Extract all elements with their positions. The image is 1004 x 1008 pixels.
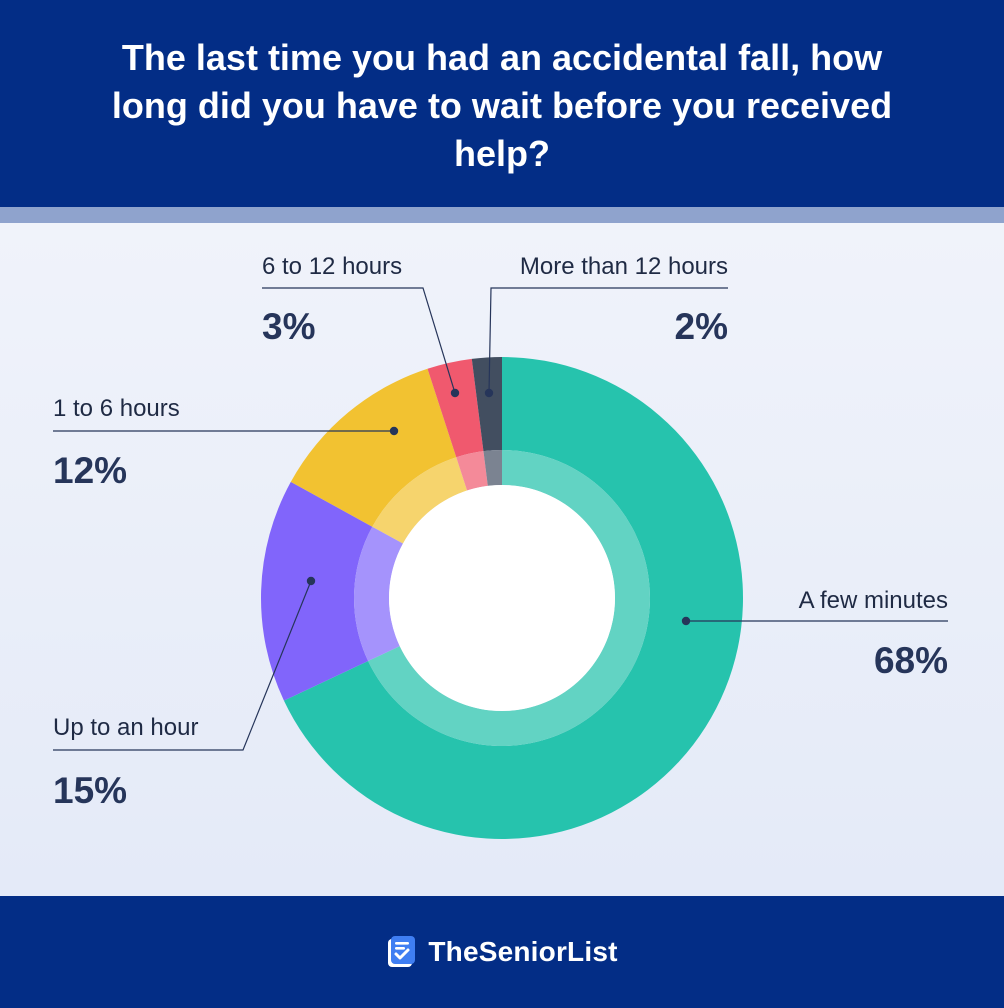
slice-inner-band-1-to-6-hours (372, 457, 468, 544)
slice-up-to-an-hour (261, 481, 373, 701)
slice-value-1-to-6-hours: 12% (53, 450, 127, 491)
slices-layer (261, 357, 743, 839)
chart-area: A few minutes 68% Up to an hour 15% 1 to 6 h… (0, 223, 1004, 896)
slice-value-more-than-12-hours: 2% (675, 306, 728, 347)
slice-a-few-minutes (283, 357, 743, 839)
leader-line-up-to-an-hour (53, 580, 312, 751)
brand-name: TheSeniorList (428, 936, 618, 967)
leader-dot-more-than-12-hours (484, 388, 494, 398)
donut-hole (389, 485, 615, 711)
slice-label-more-than-12-hours: More than 12 hours (520, 253, 728, 280)
slice-value-up-to-an-hour: 15% (53, 770, 127, 811)
leader-dot-1-to-6-hours (389, 426, 399, 436)
brand[interactable]: TheSeniorList (0, 896, 1004, 1008)
slice-6-to-12-hours (427, 358, 484, 458)
slice-label-1-to-6-hours: 1 to 6 hours (53, 395, 180, 422)
slice-inner-band-more-than-12-hours (483, 450, 502, 486)
slice-label-a-few-minutes: A few minutes (799, 587, 948, 614)
header-divider (0, 207, 1004, 223)
leader-dot-a-few-minutes (681, 616, 691, 626)
leader-dot-up-to-an-hour (306, 576, 316, 586)
leader-line-6-to-12-hours (262, 287, 456, 394)
slice-1-to-6-hours (290, 368, 457, 527)
leaders-layer (53, 287, 948, 751)
labels-layer: A few minutes 68% Up to an hour 15% 1 to 6 h… (53, 253, 948, 811)
checklist-icon (388, 936, 416, 967)
slice-inner-band-6-to-12-hours (456, 451, 488, 491)
header-banner: The last time you had an accidental fall… (0, 0, 1004, 207)
slice-label-up-to-an-hour: Up to an hour (53, 714, 198, 741)
slice-value-6-to-12-hours: 3% (262, 306, 315, 347)
leader-line-more-than-12-hours (488, 287, 728, 394)
slice-more-than-12-hours (471, 357, 502, 452)
leader-dot-6-to-12-hours (450, 388, 460, 398)
slice-value-a-few-minutes: 68% (874, 640, 948, 681)
page-title: The last time you had an accidental fall… (111, 37, 893, 174)
donut-chart: A few minutes 68% Up to an hour 15% 1 to 6 h… (53, 253, 948, 839)
slice-inner-band-up-to-an-hour (354, 526, 403, 662)
footer-banner: TheSeniorList (0, 896, 1004, 1008)
slice-label-6-to-12-hours: 6 to 12 hours (262, 253, 402, 280)
